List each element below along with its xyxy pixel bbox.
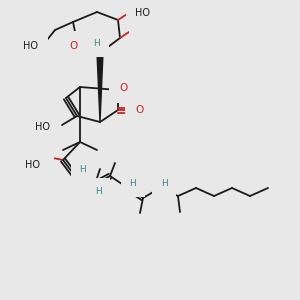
Text: HO: HO xyxy=(136,8,151,18)
Text: O: O xyxy=(120,83,128,93)
Text: H: H xyxy=(34,154,40,163)
Text: H: H xyxy=(160,178,167,188)
Text: O: O xyxy=(69,41,77,51)
Polygon shape xyxy=(97,53,103,122)
Text: HO: HO xyxy=(35,122,50,132)
Text: H: H xyxy=(130,178,136,188)
Text: O: O xyxy=(136,105,144,115)
Text: O: O xyxy=(36,157,44,167)
Text: HO: HO xyxy=(23,41,38,51)
Text: H: H xyxy=(80,166,86,175)
Text: H: H xyxy=(138,22,144,31)
Text: HO: HO xyxy=(25,160,40,170)
Text: H: H xyxy=(94,38,100,47)
Text: HO: HO xyxy=(140,20,155,30)
Text: O: O xyxy=(140,17,148,27)
Text: H: H xyxy=(94,188,101,196)
